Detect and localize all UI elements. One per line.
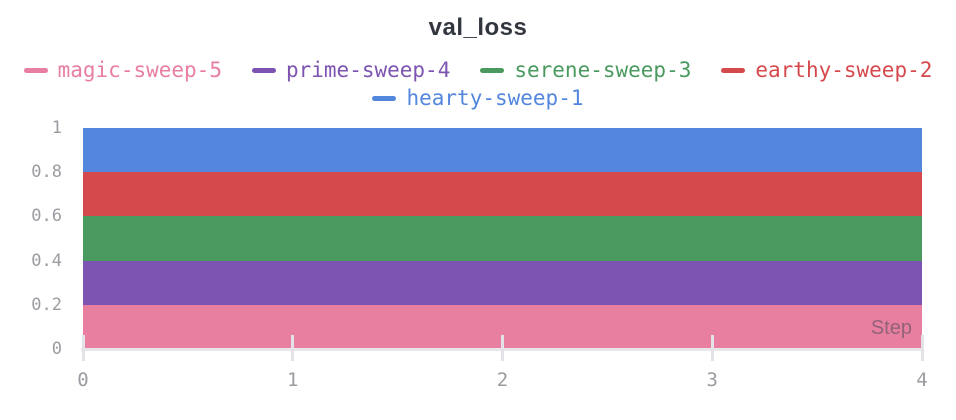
x-tick-label: 0 [77,369,89,391]
x-tick-label: 3 [706,369,718,391]
x-axis-tick [291,335,295,361]
legend-label: hearty-sweep-1 [406,86,584,110]
legend-item-hearty-sweep-1[interactable]: hearty-sweep-1 [372,86,584,110]
band-prime-sweep-4[interactable] [83,260,922,305]
legend-item-earthy-sweep-2[interactable]: earthy-sweep-2 [721,58,932,82]
band-hearty-sweep-1[interactable] [83,128,922,173]
legend-label: earthy-sweep-2 [755,58,933,82]
legend-swatch-icon [480,67,505,73]
x-tick-label: 2 [496,369,509,391]
y-tick-label: 0.8 [31,162,62,183]
legend-swatch-icon [372,95,397,101]
legend-swatch-icon [251,67,276,73]
x-axis-tick [501,335,504,361]
x-axis-title: Step [870,317,912,339]
x-axis-tick [81,335,85,361]
x-axis-tick [920,335,924,361]
band-earthy-sweep-2[interactable] [83,172,922,217]
legend: magic-sweep-5 prime-sweep-4 serene-sweep-3… [0,58,956,110]
legend-swatch-icon [23,67,48,73]
y-tick-label: 0.6 [31,206,62,227]
x-axis-tick [710,335,714,361]
band-serene-sweep-3[interactable] [83,216,922,261]
legend-label: serene-sweep-3 [514,58,692,82]
legend-label: magic-sweep-5 [57,58,222,82]
y-tick-label: 0.2 [31,294,62,315]
legend-item-serene-sweep-3[interactable]: serene-sweep-3 [480,58,691,82]
y-tick-label: 1 [51,118,62,138]
legend-swatch-icon [721,67,746,73]
legend-item-prime-sweep-4[interactable]: prime-sweep-4 [251,58,451,82]
legend-label: prime-sweep-4 [285,58,451,82]
x-tick-label: 1 [287,369,299,391]
y-tick-label: 0 [51,339,62,359]
legend-item-magic-sweep-5[interactable]: magic-sweep-5 [23,58,222,82]
x-tick-label: 4 [916,369,928,391]
chart-title: val_loss [428,14,528,41]
y-tick-label: 0.4 [31,250,62,271]
